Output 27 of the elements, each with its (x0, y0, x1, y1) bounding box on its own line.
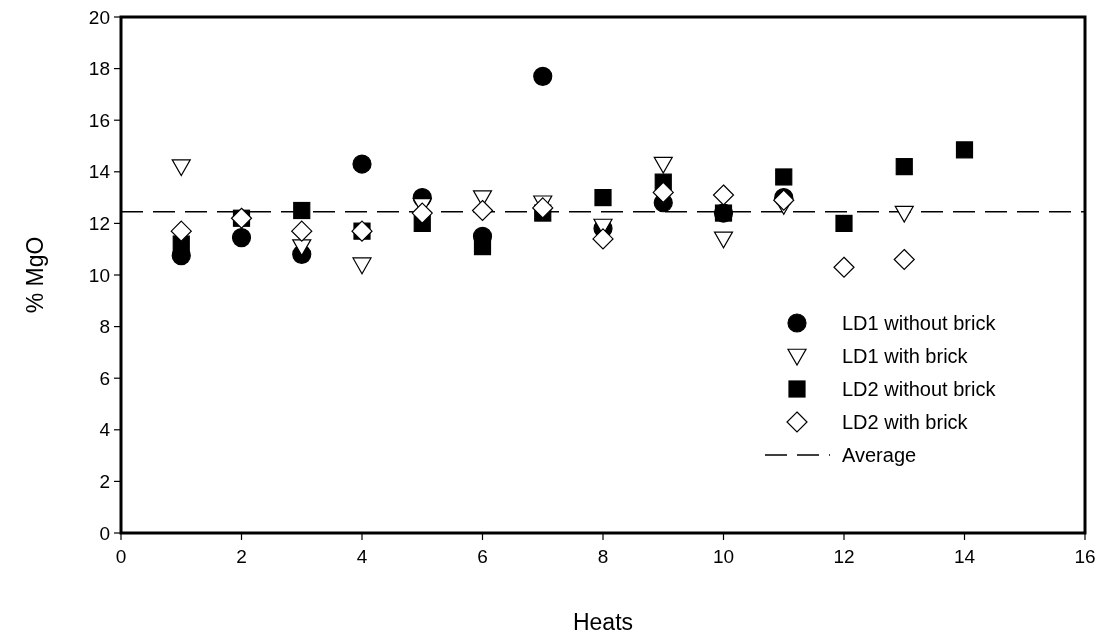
x-tick-label: 2 (236, 546, 247, 567)
x-tick-label: 10 (712, 546, 735, 567)
y-tick-label: 10 (88, 264, 110, 286)
x-tick-label: 16 (1074, 546, 1096, 567)
legend-label: LD2 without brick (842, 378, 997, 400)
legend-label: LD1 with brick (842, 345, 969, 367)
x-axis-title: Heats (572, 609, 634, 635)
y-tick-label: 18 (88, 58, 110, 80)
y-tick-label: 12 (88, 213, 110, 235)
legend-label: Average (842, 444, 917, 466)
y-tick-label: 4 (99, 419, 111, 441)
y-tick-label: 14 (88, 161, 111, 183)
legend-label: LD2 with brick (842, 411, 969, 433)
y-tick-label: 6 (99, 367, 110, 389)
y-tick-label: 20 (88, 6, 110, 28)
y-tick-label: 16 (88, 109, 110, 131)
y-tick-label: 2 (99, 471, 110, 493)
x-tick-label: 4 (356, 546, 368, 567)
x-tick-label: 14 (953, 546, 976, 567)
y-tick-label: 0 (99, 522, 110, 544)
y-tick-label: 8 (99, 316, 110, 338)
x-tick-label: 0 (115, 546, 127, 567)
legend-label: LD1 without brick (842, 312, 997, 334)
y-axis-title: % MgO (22, 236, 48, 314)
x-tick-label: 8 (597, 546, 609, 567)
x-tick-label: 12 (833, 546, 855, 567)
x-tick-label: 6 (477, 546, 488, 567)
